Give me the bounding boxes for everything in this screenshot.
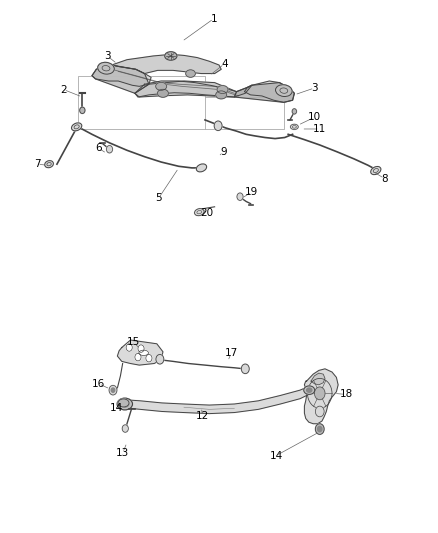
Polygon shape — [112, 54, 221, 74]
Text: 12: 12 — [196, 411, 209, 421]
Circle shape — [156, 354, 164, 364]
Polygon shape — [92, 65, 151, 86]
Circle shape — [111, 388, 115, 392]
Ellipse shape — [98, 62, 114, 74]
Ellipse shape — [290, 124, 298, 130]
Text: 11: 11 — [313, 124, 326, 134]
Ellipse shape — [158, 90, 168, 98]
Text: 10: 10 — [308, 112, 321, 122]
Text: 8: 8 — [381, 174, 388, 183]
Ellipse shape — [307, 388, 312, 392]
Text: 5: 5 — [155, 193, 162, 203]
Text: 3: 3 — [311, 83, 318, 93]
Ellipse shape — [71, 123, 82, 131]
Text: 20: 20 — [200, 208, 213, 218]
Ellipse shape — [276, 85, 292, 96]
Text: 1: 1 — [210, 14, 217, 23]
Polygon shape — [135, 81, 252, 97]
Text: 7: 7 — [34, 159, 41, 169]
Polygon shape — [125, 386, 309, 414]
Polygon shape — [135, 81, 237, 97]
Ellipse shape — [186, 70, 195, 77]
Ellipse shape — [196, 164, 207, 172]
Text: 14: 14 — [110, 403, 123, 413]
Circle shape — [106, 146, 113, 153]
Text: 2: 2 — [60, 85, 67, 94]
Circle shape — [241, 364, 249, 374]
Circle shape — [135, 353, 141, 361]
Circle shape — [109, 385, 117, 395]
Circle shape — [146, 354, 152, 362]
Polygon shape — [117, 340, 163, 365]
Polygon shape — [311, 373, 325, 385]
Ellipse shape — [118, 399, 129, 407]
Ellipse shape — [215, 91, 227, 99]
Text: 16: 16 — [92, 379, 105, 389]
Circle shape — [314, 387, 325, 400]
Ellipse shape — [217, 86, 228, 94]
Circle shape — [214, 121, 222, 131]
Circle shape — [315, 406, 324, 417]
Polygon shape — [244, 81, 294, 102]
Circle shape — [318, 426, 322, 432]
Ellipse shape — [194, 208, 204, 216]
Text: 3: 3 — [104, 51, 111, 61]
Ellipse shape — [121, 401, 129, 407]
Polygon shape — [234, 83, 294, 102]
Circle shape — [237, 193, 243, 200]
Ellipse shape — [304, 386, 314, 394]
Circle shape — [122, 425, 128, 432]
Ellipse shape — [139, 350, 148, 356]
Ellipse shape — [117, 398, 132, 410]
Text: 9: 9 — [220, 147, 227, 157]
Text: 18: 18 — [339, 390, 353, 399]
Text: 19: 19 — [245, 187, 258, 197]
Text: 15: 15 — [127, 337, 140, 347]
Text: 17: 17 — [225, 348, 238, 358]
Ellipse shape — [45, 160, 53, 168]
Text: 4: 4 — [221, 59, 228, 69]
Polygon shape — [92, 65, 149, 93]
Ellipse shape — [371, 166, 381, 175]
Circle shape — [138, 345, 144, 352]
Ellipse shape — [165, 52, 177, 60]
Polygon shape — [304, 369, 338, 424]
Circle shape — [315, 424, 324, 434]
Text: 14: 14 — [269, 451, 283, 461]
Text: 13: 13 — [116, 448, 129, 458]
Circle shape — [292, 109, 297, 114]
Ellipse shape — [156, 82, 166, 90]
Text: 6: 6 — [95, 143, 102, 153]
Circle shape — [126, 344, 132, 351]
Circle shape — [80, 107, 85, 114]
